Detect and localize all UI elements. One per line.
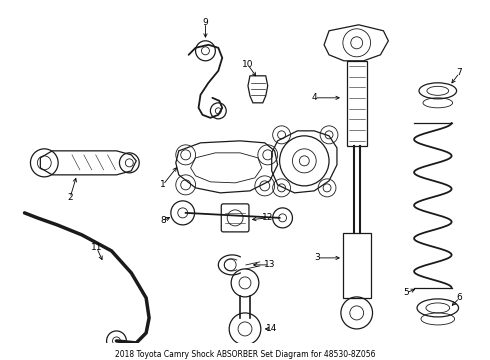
Text: 5: 5: [403, 288, 409, 297]
Text: 8: 8: [160, 216, 166, 225]
Text: 2: 2: [67, 193, 73, 202]
Text: 12: 12: [262, 213, 273, 222]
Text: 14: 14: [266, 324, 277, 333]
Text: 13: 13: [264, 260, 275, 269]
Bar: [347, 61, 367, 146]
Text: 3: 3: [314, 253, 320, 262]
Text: 6: 6: [457, 293, 463, 302]
Text: 11: 11: [91, 243, 102, 252]
Bar: [343, 233, 370, 298]
Text: 2018 Toyota Camry Shock ABSORBER Set Diagram for 48530-8Z056: 2018 Toyota Camry Shock ABSORBER Set Dia…: [115, 350, 375, 359]
Text: 1: 1: [160, 180, 166, 189]
Text: 10: 10: [242, 60, 254, 69]
Text: 7: 7: [457, 68, 463, 77]
Text: 9: 9: [202, 18, 208, 27]
Text: 4: 4: [311, 93, 317, 102]
